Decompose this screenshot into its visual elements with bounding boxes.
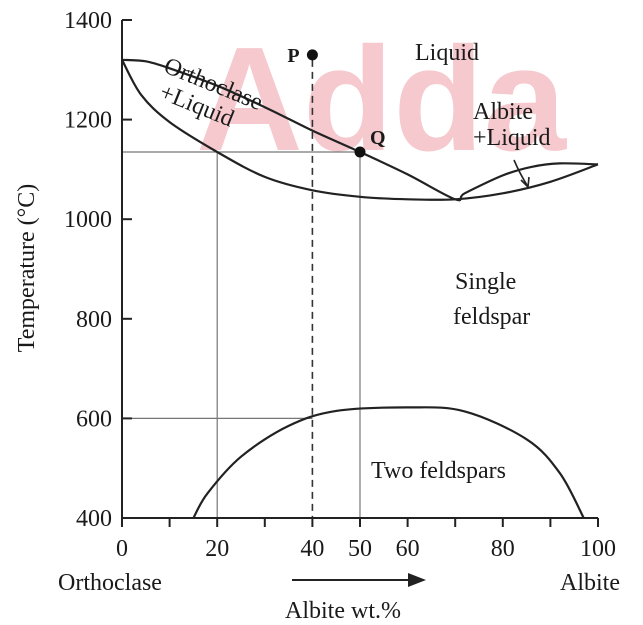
phase-curves [121, 58, 599, 519]
region-single-feldspar-label: Single [455, 269, 516, 295]
x-axis-arrowhead [408, 573, 426, 587]
solvus-curve [192, 406, 585, 519]
point-p-label: P [287, 45, 299, 67]
point-q-marker [354, 146, 366, 158]
albite-liquid-pointer-arrow [513, 159, 528, 186]
y-tick-label: 1400 [64, 8, 112, 34]
y-tick-label: 1200 [64, 108, 112, 134]
region-albite-liquid-label: +Liquid [473, 125, 551, 151]
x-axis-title: Albite wt.% [285, 598, 401, 624]
x-tick-label: 0 [116, 536, 128, 562]
region-single-feldspar-label-2: feldspar [453, 304, 530, 330]
x-tick-label: 100 [580, 536, 616, 562]
y-tick-label: 600 [76, 406, 112, 432]
ticks: 400 600 800 1000 1200 1400 0 20 40 50 60 80 100 [64, 8, 616, 562]
y-tick-label: 1000 [64, 207, 112, 233]
point-q-label: Q [370, 127, 386, 149]
x-tick-label: 80 [491, 536, 515, 562]
x-tick-label: 40 [300, 536, 324, 562]
region-albite-label: Albite [473, 99, 533, 125]
guide-lines [122, 59, 361, 518]
x-tick-label: 50 [348, 536, 372, 562]
albite-liquid-pointer-arrowhead [520, 176, 530, 189]
region-liquid: Liquid [415, 40, 479, 66]
y-tick-label: 800 [76, 307, 112, 333]
region-two-feldspars-label: Two feldspars [371, 458, 506, 484]
x-tick-label: 60 [396, 536, 420, 562]
y-axis-title: Temperature (°C) [14, 184, 40, 353]
x-axis-left-end-label: Orthoclase [58, 570, 162, 596]
x-tick-label: 20 [205, 536, 229, 562]
y-tick-label: 400 [76, 506, 112, 532]
solidus-curve [121, 59, 599, 201]
points: PQ [287, 45, 386, 158]
liquidus-curve [121, 58, 599, 202]
point-p-marker [306, 49, 318, 61]
x-axis-right-end-label: Albite [560, 570, 620, 596]
watermark: Adda [196, 17, 568, 182]
